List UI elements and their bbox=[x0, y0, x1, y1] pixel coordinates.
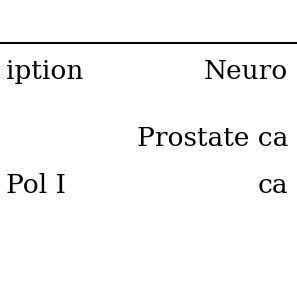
Text: Pol I: Pol I bbox=[6, 173, 66, 198]
Text: ca: ca bbox=[257, 173, 288, 198]
Text: Neuro: Neuro bbox=[204, 59, 288, 84]
Text: iption: iption bbox=[6, 59, 83, 84]
Text: Prostate ca: Prostate ca bbox=[137, 126, 288, 151]
